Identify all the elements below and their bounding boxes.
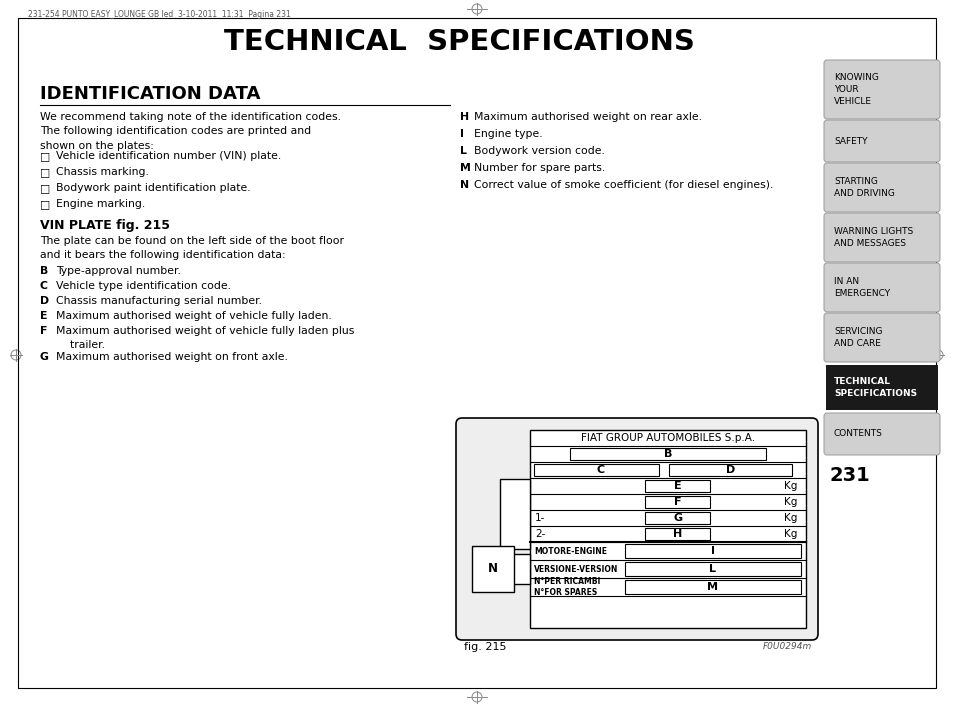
Text: TECHNICAL  SPECIFICATIONS: TECHNICAL SPECIFICATIONS [223, 28, 694, 56]
Text: L: L [709, 564, 716, 574]
Bar [472, 546, 514, 592]
Text: VIN PLATE fig. 215: VIN PLATE fig. 215 [40, 219, 170, 232]
Text: M: M [459, 163, 471, 173]
Text: Bodywork version code.: Bodywork version code. [474, 146, 604, 156]
Bar [645, 512, 710, 524]
Bar [645, 528, 710, 540]
Text: Chassis marking.: Chassis marking. [56, 167, 149, 177]
Text: Bodywork paint identification plate.: Bodywork paint identification plate. [56, 183, 251, 193]
Text: fig. 215: fig. 215 [463, 642, 506, 652]
Text: Chassis manufacturing serial number.: Chassis manufacturing serial number. [56, 296, 262, 306]
Text: We recommend taking note of the identification codes.
The following identificati: We recommend taking note of the identifi… [40, 112, 340, 151]
Text: B: B [663, 449, 672, 459]
Bar [645, 496, 710, 508]
FancyBboxPatch shape [823, 163, 939, 212]
Text: □: □ [40, 199, 51, 209]
Text: M: M [707, 582, 718, 592]
Bar [624, 562, 801, 576]
Bar [534, 464, 659, 476]
Text: □: □ [40, 167, 51, 177]
FancyBboxPatch shape [823, 413, 939, 455]
Text: Maximum authorised weight on front axle.: Maximum authorised weight on front axle. [56, 352, 288, 362]
Text: STARTING
AND DRIVING: STARTING AND DRIVING [833, 177, 894, 198]
Text: N: N [488, 563, 497, 575]
Text: H: H [459, 112, 469, 122]
Text: KNOWING
YOUR
VEHICLE: KNOWING YOUR VEHICLE [833, 73, 878, 106]
Text: Maximum authorised weight of vehicle fully laden plus
    trailer.: Maximum authorised weight of vehicle ful… [56, 326, 354, 349]
Text: N°PER RICAMBI
N°FOR SPARES: N°PER RICAMBI N°FOR SPARES [534, 577, 599, 597]
Text: 231-254 PUNTO EASY_LOUNGE GB led  3-10-2011  11:31  Pagina 231: 231-254 PUNTO EASY_LOUNGE GB led 3-10-20… [28, 10, 291, 19]
Text: Kg: Kg [783, 529, 797, 539]
Bar [569, 448, 765, 460]
Text: G: G [673, 513, 681, 523]
Text: L: L [459, 146, 466, 156]
FancyBboxPatch shape [823, 60, 939, 119]
Text: Engine marking.: Engine marking. [56, 199, 145, 209]
Text: D: D [40, 296, 49, 306]
Text: VERSIONE-VERSION: VERSIONE-VERSION [534, 565, 618, 573]
Text: The plate can be found on the left side of the boot floor
and it bears the follo: The plate can be found on the left side … [40, 236, 344, 261]
Text: CONTENTS: CONTENTS [833, 429, 882, 438]
Text: E: E [674, 481, 681, 491]
Bar [624, 580, 801, 594]
Bar [668, 464, 791, 476]
FancyBboxPatch shape [823, 313, 939, 362]
Text: N: N [459, 180, 469, 190]
Text: Type-approval number.: Type-approval number. [56, 266, 181, 276]
Text: Maximum authorised weight on rear axle.: Maximum authorised weight on rear axle. [474, 112, 701, 122]
Text: Correct value of smoke coefficient (for diesel engines).: Correct value of smoke coefficient (for … [474, 180, 773, 190]
Text: □: □ [40, 183, 51, 193]
Text: TECHNICAL
SPECIFICATIONS: TECHNICAL SPECIFICATIONS [833, 377, 916, 398]
Text: 2-: 2- [535, 529, 545, 539]
Text: C: C [40, 281, 48, 291]
Bar [530, 430, 805, 628]
Text: SAFETY: SAFETY [833, 136, 866, 145]
Bar [499, 554, 530, 584]
Text: 231: 231 [829, 466, 870, 485]
Text: H: H [673, 529, 682, 539]
Text: SERVICING
AND CARE: SERVICING AND CARE [833, 327, 882, 348]
Text: C: C [596, 465, 604, 475]
Text: F0U0294m: F0U0294m [762, 642, 811, 651]
Text: WARNING LIGHTS
AND MESSAGES: WARNING LIGHTS AND MESSAGES [833, 227, 912, 248]
Text: Vehicle type identification code.: Vehicle type identification code. [56, 281, 231, 291]
FancyBboxPatch shape [823, 120, 939, 162]
Text: □: □ [40, 151, 51, 161]
Text: Kg: Kg [783, 497, 797, 507]
Text: Number for spare parts.: Number for spare parts. [474, 163, 604, 173]
Text: Engine type.: Engine type. [474, 129, 542, 139]
Bar [624, 544, 801, 558]
Text: I: I [459, 129, 463, 139]
Bar [499, 479, 530, 549]
Text: Maximum authorised weight of vehicle fully laden.: Maximum authorised weight of vehicle ful… [56, 311, 332, 321]
Bar [645, 480, 710, 492]
FancyBboxPatch shape [823, 213, 939, 262]
FancyBboxPatch shape [456, 418, 817, 640]
Text: Kg: Kg [783, 481, 797, 491]
Text: B: B [40, 266, 49, 276]
Text: I: I [710, 546, 714, 556]
Text: F: F [674, 497, 681, 507]
Text: Kg: Kg [783, 513, 797, 523]
Text: IDENTIFICATION DATA: IDENTIFICATION DATA [40, 85, 260, 103]
Text: MOTORE-ENGINE: MOTORE-ENGINE [534, 546, 606, 556]
Bar [825, 365, 937, 410]
Text: D: D [725, 465, 735, 475]
Text: G: G [40, 352, 49, 362]
Text: F: F [40, 326, 48, 336]
Text: 1-: 1- [535, 513, 545, 523]
Text: FIAT GROUP AUTOMOBILES S.p.A.: FIAT GROUP AUTOMOBILES S.p.A. [580, 433, 754, 443]
Text: Vehicle identification number (VIN) plate.: Vehicle identification number (VIN) plat… [56, 151, 281, 161]
Text: IN AN
EMERGENCY: IN AN EMERGENCY [833, 277, 889, 298]
Text: E: E [40, 311, 48, 321]
FancyBboxPatch shape [823, 263, 939, 312]
